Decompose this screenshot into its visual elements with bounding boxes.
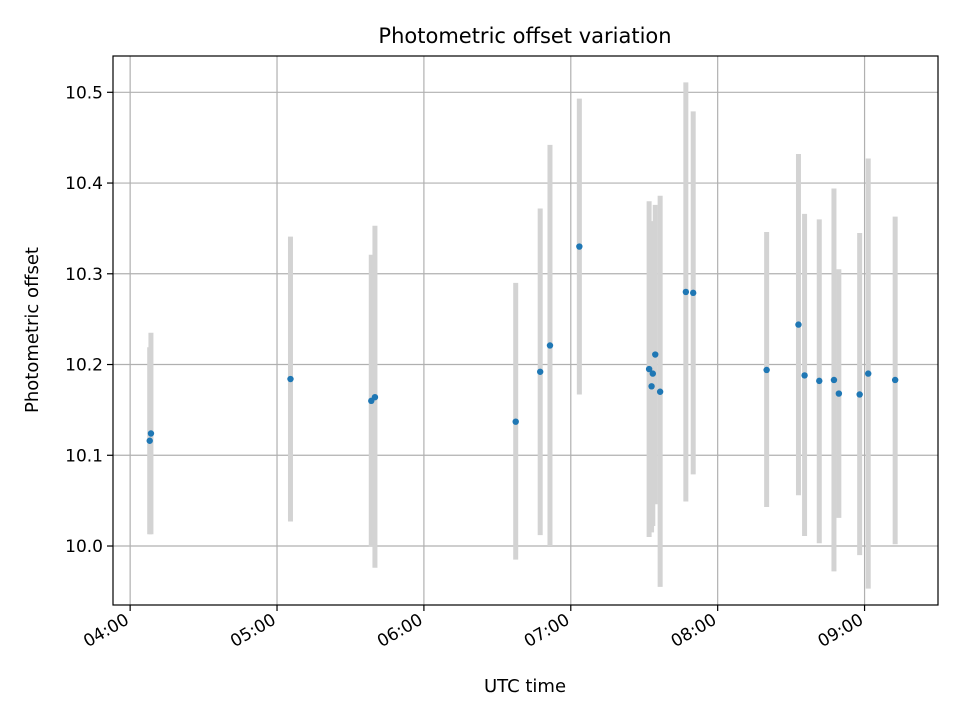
data-point [146,437,153,444]
data-point [649,370,656,377]
data-point [287,375,294,383]
data-point [763,366,770,374]
data-points [146,243,899,444]
data-point [835,390,843,397]
data-point [536,368,544,375]
y-tick-label: 10.3 [65,265,103,285]
data-point [682,288,690,296]
y-tick-label: 10.0 [65,537,103,557]
y-tick-label: 10.4 [65,174,103,194]
data-point [371,393,379,401]
data-point [856,391,863,398]
data-point [891,376,899,384]
chart-title: Photometric offset variation [378,24,671,48]
data-point [656,388,664,395]
data-point [801,372,808,379]
data-point [652,351,659,358]
y-tick-label: 10.5 [65,83,103,103]
data-point [830,376,838,384]
y-tick-label: 10.2 [65,356,103,376]
data-point [576,243,583,250]
x-axis-label: UTC time [484,676,566,697]
plot-frame [112,55,939,606]
y-axis-ticks: 10.0 10.1 10.2 10.3 10.4 10.5 [65,83,113,557]
data-point [689,289,697,297]
data-point [645,365,653,373]
y-tick-label: 10.1 [65,446,103,466]
data-point [147,430,155,437]
data-point [648,383,655,390]
data-point [512,418,519,425]
data-point [816,377,823,385]
data-point [546,342,554,349]
data-point [795,321,802,328]
data-point [865,370,872,377]
y-axis-label: Photometric offset [22,247,43,413]
